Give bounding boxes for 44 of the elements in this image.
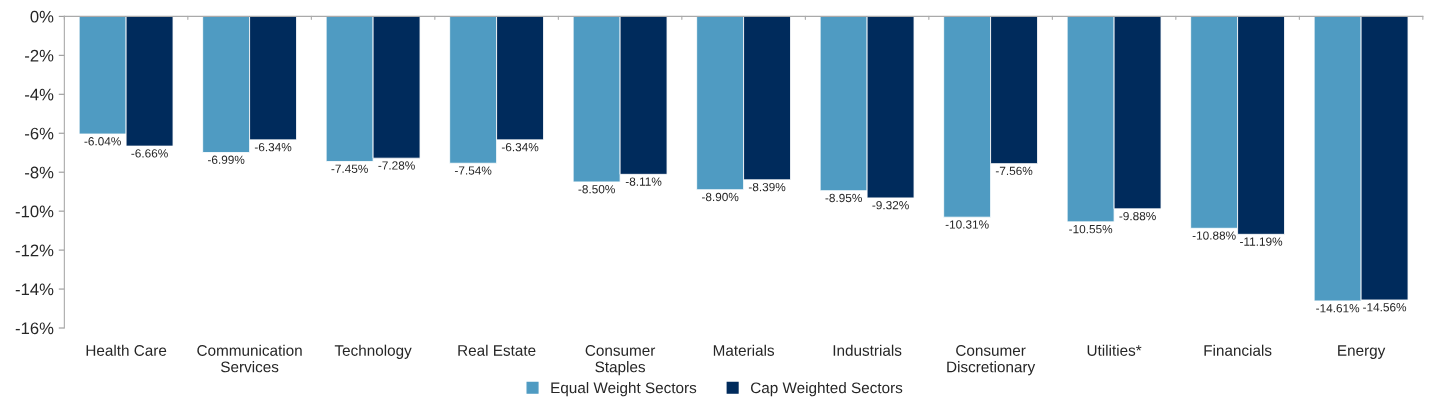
data-label: -7.28% bbox=[378, 161, 415, 170]
data-label: -7.54% bbox=[454, 166, 492, 175]
x-tick-label: Consumer Discretionary bbox=[947, 345, 1036, 376]
data-label: -11.19% bbox=[1240, 237, 1283, 246]
y-tick-label: -8% bbox=[25, 166, 54, 179]
data-label: -10.31% bbox=[945, 220, 989, 229]
data-label: -9.32% bbox=[872, 201, 909, 210]
data-label: -10.88% bbox=[1192, 231, 1236, 240]
x-tick-label: Industrials bbox=[833, 344, 902, 356]
data-label: -9.88% bbox=[1119, 211, 1156, 221]
data-label: -6.99% bbox=[207, 155, 245, 164]
data-label: -7.56% bbox=[995, 166, 1033, 176]
data-label: -8.11% bbox=[625, 177, 662, 186]
x-tick-label: Energy bbox=[1338, 345, 1386, 359]
x-tick-label: Health Care bbox=[86, 344, 167, 356]
data-label: -14.61% bbox=[1316, 304, 1360, 313]
data-label: -8.39% bbox=[748, 182, 786, 192]
y-tick-label: -2% bbox=[25, 49, 54, 62]
data-label: -7.45% bbox=[331, 164, 368, 173]
x-tick-label: Materials bbox=[713, 344, 775, 356]
data-label: -8.95% bbox=[825, 193, 862, 203]
data-label: -6.66% bbox=[131, 149, 168, 158]
data-label: -8.90% bbox=[701, 192, 739, 202]
y-tick-label: -10% bbox=[15, 205, 54, 218]
legend-label: Cap Weighted Sectors bbox=[751, 382, 903, 397]
x-tick-label: Consumer Staples bbox=[585, 345, 656, 376]
y-tick-label: -16% bbox=[15, 322, 54, 335]
legend-label: Equal Weight Sectors bbox=[551, 382, 697, 397]
x-tick-label: Communication Services bbox=[197, 344, 302, 373]
y-tick-label: 0% bbox=[30, 10, 54, 23]
x-tick-label: Real Estate bbox=[458, 344, 536, 356]
x-tick-label: Financials bbox=[1204, 344, 1272, 356]
y-tick-label: -12% bbox=[15, 244, 54, 257]
data-label: -8.50% bbox=[578, 185, 615, 194]
data-label: -14.56% bbox=[1363, 303, 1407, 312]
x-tick-label: Utilities* bbox=[1087, 344, 1142, 356]
data-label: -6.34% bbox=[501, 142, 539, 152]
data-label: -6.04% bbox=[84, 137, 121, 146]
y-tick-label: -14% bbox=[15, 283, 54, 296]
y-tick-label: -4% bbox=[25, 88, 54, 101]
data-label: -6.34% bbox=[254, 142, 292, 152]
y-tick-label: -6% bbox=[25, 127, 54, 140]
x-tick-label: Technology bbox=[334, 344, 412, 359]
data-label: -10.55% bbox=[1069, 224, 1113, 234]
